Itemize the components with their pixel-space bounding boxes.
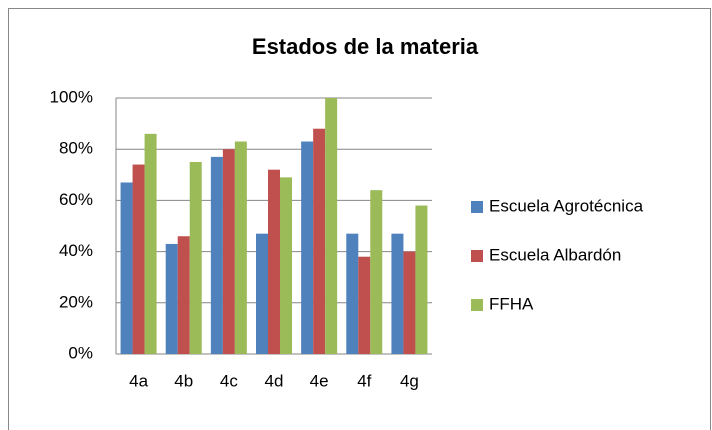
y-tick-label: 40% xyxy=(59,241,93,260)
legend-label: FFHA xyxy=(489,294,534,313)
y-tick-label: 60% xyxy=(59,190,93,209)
bar xyxy=(280,177,292,354)
legend-swatch xyxy=(471,250,483,262)
bar xyxy=(313,128,326,354)
bar xyxy=(210,156,223,354)
x-tick-label: 4d xyxy=(265,371,284,390)
bar xyxy=(120,182,133,354)
bar xyxy=(358,256,371,354)
y-tick-label: 100% xyxy=(50,87,93,106)
x-tick-label: 4f xyxy=(357,371,371,390)
bar xyxy=(346,233,359,354)
bar xyxy=(370,190,383,354)
legend-swatch xyxy=(471,299,483,311)
bar xyxy=(268,169,280,354)
bar xyxy=(325,98,338,354)
legend-swatch xyxy=(471,201,483,213)
bar xyxy=(415,205,428,354)
x-tick-label: 4b xyxy=(174,371,193,390)
x-tick-label: 4e xyxy=(310,371,329,390)
chart-frame xyxy=(8,8,711,430)
y-tick-label: 20% xyxy=(59,292,93,311)
x-tick-label: 4c xyxy=(220,371,238,390)
bar xyxy=(189,162,202,354)
bar xyxy=(234,141,247,354)
bar xyxy=(165,243,178,354)
bar xyxy=(256,233,268,354)
bar xyxy=(222,149,235,354)
chart-title: Estados de la materia xyxy=(252,34,479,59)
bar xyxy=(132,164,145,354)
y-tick-label: 80% xyxy=(59,139,93,158)
bar xyxy=(391,233,404,354)
y-tick-label: 0% xyxy=(68,343,93,362)
bar xyxy=(177,236,190,354)
bar xyxy=(144,133,157,354)
legend-label: Escuela Agrotécnica xyxy=(489,196,644,215)
bar xyxy=(301,141,314,354)
legend-label: Escuela Albardón xyxy=(489,245,621,264)
bar xyxy=(403,251,416,354)
x-tick-label: 4g xyxy=(400,371,419,390)
x-tick-label: 4a xyxy=(129,371,148,390)
